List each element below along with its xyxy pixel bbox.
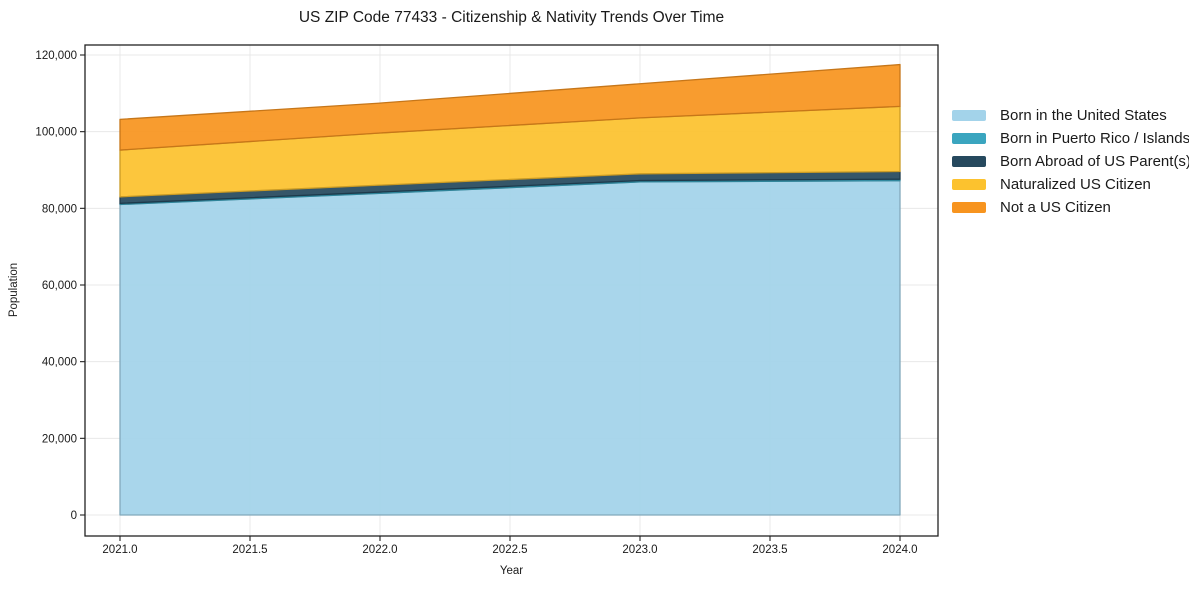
legend-item: Born in Puerto Rico / Islands — [952, 127, 1189, 150]
legend: Born in the United States Born in Puerto … — [952, 104, 1189, 219]
legend-item: Naturalized US Citizen — [952, 173, 1189, 196]
legend-label: Born in the United States — [1000, 107, 1167, 124]
area-born-in-the-united-states — [119, 180, 901, 516]
area-not-a-us-citizen — [119, 63, 901, 151]
y-tick-label: 100,000 — [35, 127, 77, 139]
legend-item: Born in the United States — [952, 104, 1189, 127]
x-tick-label: 2024.0 — [882, 544, 917, 556]
legend-swatch-icon — [952, 133, 986, 144]
x-axis-label: Year — [499, 565, 524, 577]
y-tick-label: 120,000 — [35, 50, 77, 62]
y-tick-label: 60,000 — [42, 280, 77, 292]
legend-label: Born in Puerto Rico / Islands — [1000, 130, 1189, 147]
legend-swatch-icon — [952, 179, 986, 190]
axes-box — [84, 44, 939, 537]
y-tick-label: 20,000 — [42, 433, 77, 445]
legend-label: Naturalized US Citizen — [1000, 176, 1151, 193]
x-tick-label: 2021.0 — [102, 544, 137, 556]
legend-item: Born Abroad of US Parent(s) — [952, 150, 1189, 173]
x-tick-label: 2022.5 — [492, 544, 527, 556]
legend-swatch-icon — [952, 110, 986, 121]
x-tick-label: 2021.5 — [232, 544, 267, 556]
x-tick-label: 2023.5 — [752, 544, 787, 556]
x-tick-label: 2023.0 — [622, 544, 657, 556]
chart-title: US ZIP Code 77433 - Citizenship & Nativi… — [298, 9, 725, 26]
legend-label: Born Abroad of US Parent(s) — [1000, 153, 1189, 170]
legend-swatch-icon — [952, 202, 986, 213]
y-tick-label: 80,000 — [42, 203, 77, 215]
y-tick-label: 0 — [71, 510, 77, 522]
legend-item: Not a US Citizen — [952, 196, 1189, 219]
y-tick-label: 40,000 — [42, 357, 77, 369]
y-axis-label: Population — [8, 262, 20, 318]
legend-label: Not a US Citizen — [1000, 199, 1111, 216]
x-tick-label: 2022.0 — [362, 544, 397, 556]
legend-swatch-icon — [952, 156, 986, 167]
